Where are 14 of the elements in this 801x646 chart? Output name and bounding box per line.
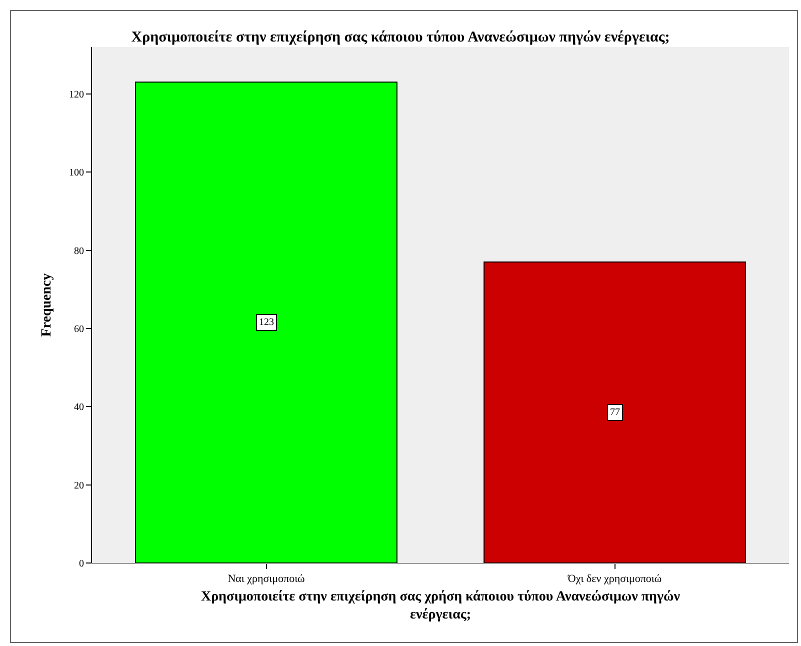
data-label: 77 — [610, 407, 620, 418]
x-tick-label: Όχι δεν χρησιμοποιώ — [566, 573, 662, 586]
y-tick-label: 100 — [69, 168, 84, 179]
y-tick-label: 0 — [79, 558, 84, 570]
x-axis-title: Χρησιμοποιείτε στην επιχείρηση σας χρήση κάποιου τύπου Ανανεώσιμων πηγών ενέργειας; — [200, 590, 681, 623]
chart-title: Χρησιμοποιείτε στην επιχείρηση σας κάποιου τύπου Ανανεώσιμων πηγών ενέργειας; — [131, 29, 670, 46]
y-tick-label: 80 — [74, 246, 84, 257]
y-tick-label: 60 — [74, 324, 84, 335]
data-label: 123 — [259, 317, 274, 328]
y-tick-label: 20 — [74, 480, 84, 492]
y-axis-title: Frequency — [40, 273, 55, 337]
y-tick-label: 120 — [69, 89, 84, 100]
x-tick-label: Ναι χρησιμοποιώ — [228, 573, 305, 586]
y-tick-label: 40 — [74, 402, 84, 414]
